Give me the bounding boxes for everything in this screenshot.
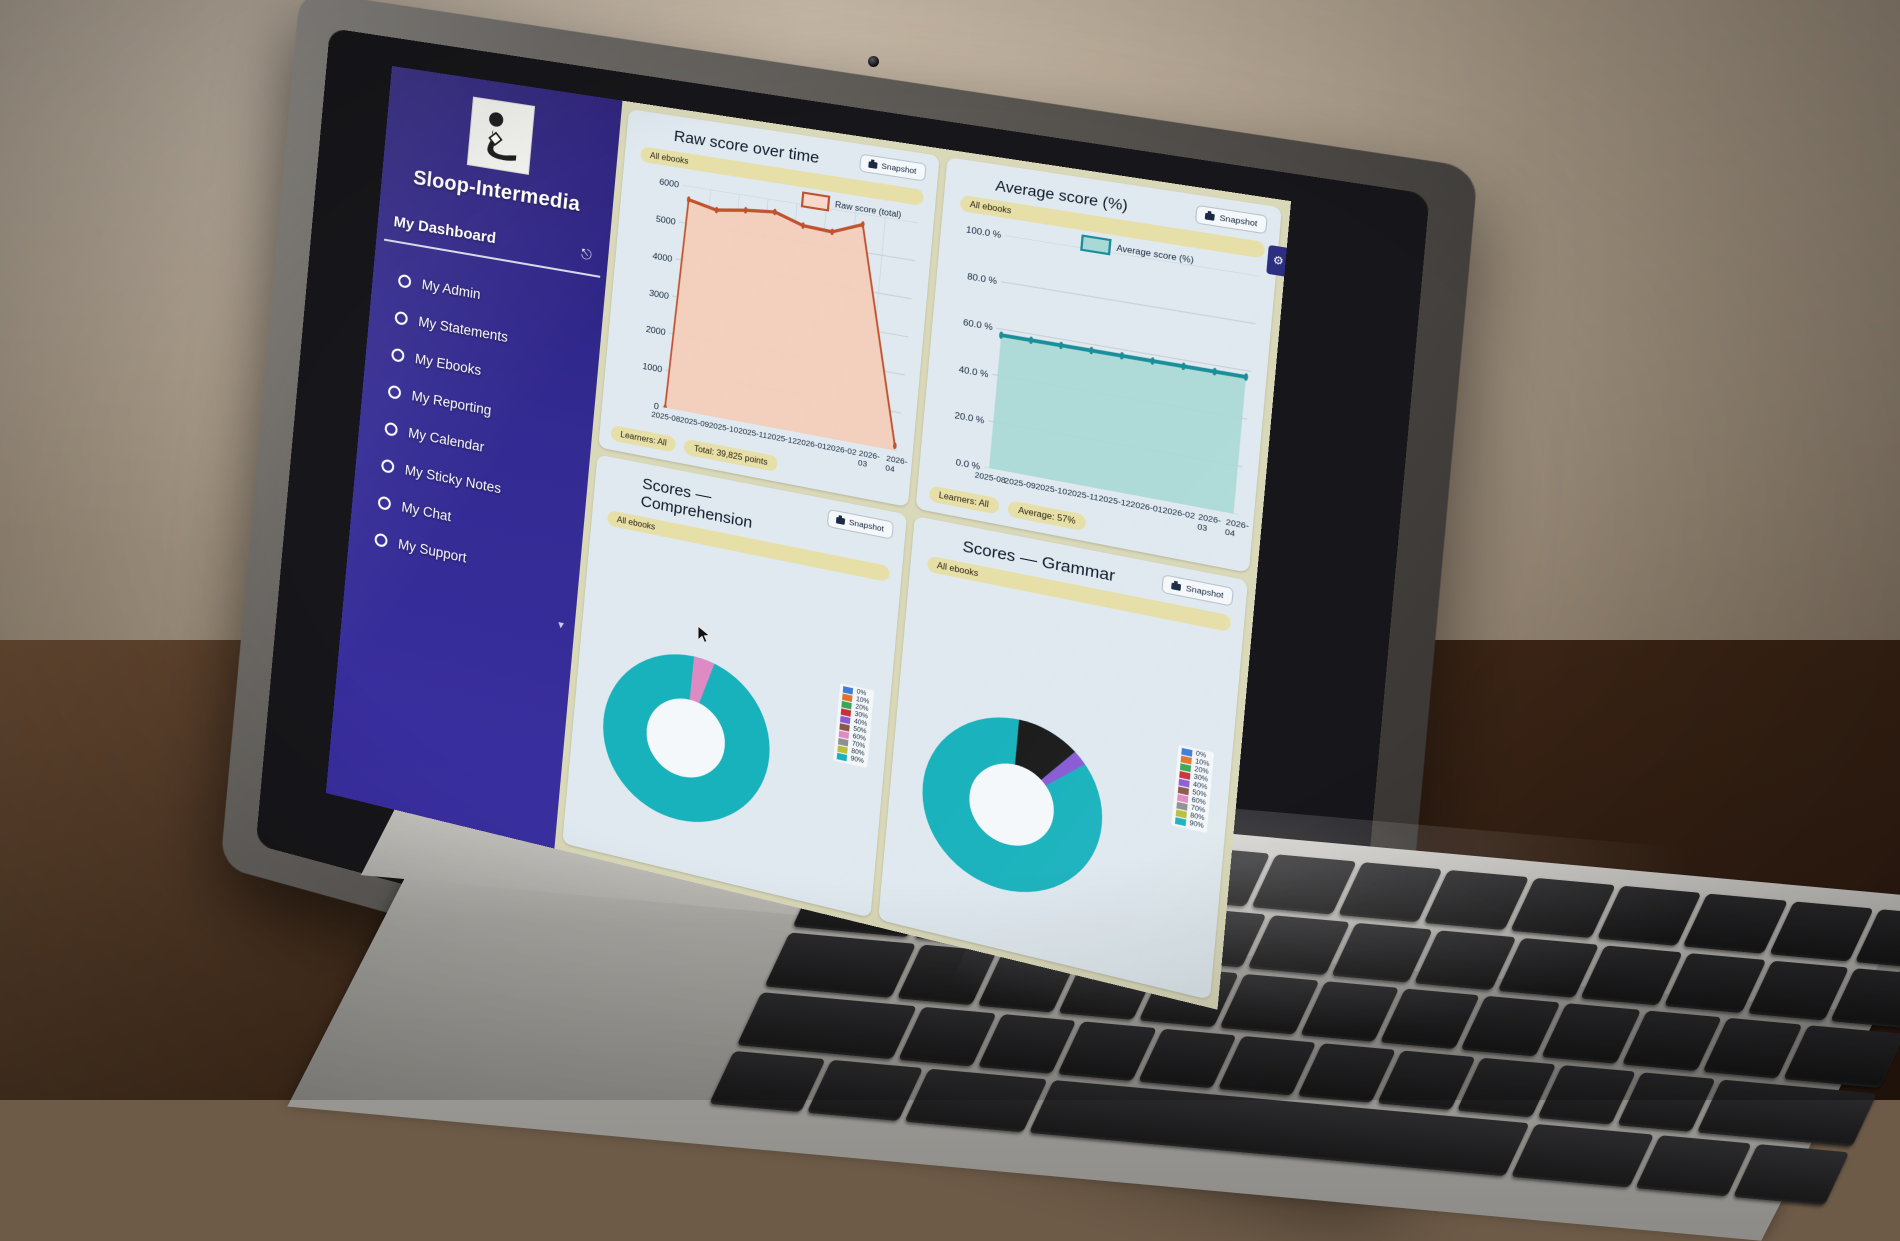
key[interactable]	[806, 1059, 924, 1122]
webcam-icon	[868, 56, 879, 67]
x-tick: 2026-01	[796, 436, 828, 452]
key[interactable]	[1682, 893, 1788, 954]
camera-icon	[835, 516, 845, 525]
circle-bullet-icon	[397, 273, 412, 289]
x-tick: 2026-02	[826, 442, 857, 458]
plot-average-score: Average score (%) 100.0 % 80.0 % 60.0 % …	[930, 212, 1264, 539]
x-tick: 2025-08	[650, 409, 681, 425]
key[interactable]	[764, 932, 917, 998]
snapshot-button[interactable]: Snapshot	[858, 153, 927, 182]
card-scores-grammar: Scores — Grammar Snapshot All ebooks	[877, 515, 1249, 1000]
snapshot-label: Snapshot	[881, 161, 917, 176]
snapshot-button[interactable]: Snapshot	[1161, 574, 1234, 607]
snapshot-button[interactable]: Snapshot	[826, 508, 894, 540]
key[interactable]	[903, 1068, 1048, 1133]
y-tick: 40.0 %	[958, 363, 990, 380]
y-tick: 100.0 %	[965, 223, 1002, 241]
key[interactable]	[1251, 854, 1357, 915]
y-tick: 3000	[648, 286, 670, 301]
sidebar-item-label: My Chat	[400, 499, 452, 525]
y-tick: 80.0 %	[966, 270, 998, 287]
camera-icon	[1205, 212, 1216, 221]
y-tick: 60.0 %	[962, 317, 994, 333]
snapshot-label: Snapshot	[848, 517, 885, 534]
x-tick: 2025-11	[1066, 487, 1099, 503]
laptop-device: Sloop-Intermedia My Dashboard ⎋ My Admin…	[0, 0, 1900, 1100]
sidebar-item-label: My Reporting	[410, 387, 493, 419]
collapse-icon[interactable]: ⎋	[580, 245, 593, 263]
card-scores-comprehension: Scores — Comprehension Snapshot All eboo…	[562, 454, 907, 918]
circle-bullet-icon	[377, 495, 392, 512]
card-average-score: Average score (%) Snapshot All ebooks Av…	[914, 156, 1282, 573]
laptop-screen: Sloop-Intermedia My Dashboard ⎋ My Admin…	[325, 66, 1292, 1010]
key[interactable]	[1732, 1143, 1850, 1206]
chevron-down-icon[interactable]: ▾	[557, 618, 565, 633]
dashboard-main: ⚙ Raw score over time Snapshot All ebook…	[554, 100, 1292, 1010]
y-tick: 5000	[655, 212, 677, 227]
snapshot-label: Snapshot	[1185, 583, 1225, 601]
y-tick: 20.0 %	[954, 409, 985, 426]
circle-bullet-icon	[390, 347, 405, 363]
snapshot-label: Snapshot	[1219, 212, 1258, 229]
x-tick: 2025-08	[974, 469, 1007, 486]
key[interactable]	[1510, 877, 1616, 939]
key[interactable]	[1782, 1025, 1900, 1088]
donut-legend-comprehension: 0% 10% 20% 30% 40% 50% 60% 70% 80% 90%	[833, 683, 874, 768]
donut-legend-grammar: 0% 10% 20% 30% 40% 50% 60% 70% 80% 90%	[1171, 745, 1215, 834]
plot-grammar-donut: 0% 10% 20% 30% 40% 50% 60% 70% 80% 90%	[891, 573, 1230, 987]
sidebar-item-label: My Ebooks	[414, 350, 482, 379]
y-tick: 6000	[658, 176, 680, 190]
sidebar: Sloop-Intermedia My Dashboard ⎋ My Admin…	[325, 66, 623, 849]
key[interactable]	[736, 991, 918, 1060]
camera-icon	[1171, 582, 1182, 591]
chart-canvas-raw-score	[662, 185, 918, 451]
donut-chart-grammar	[907, 631, 1118, 982]
sidebar-item-label: My Admin	[421, 276, 482, 303]
circle-bullet-icon	[384, 421, 399, 437]
x-tick: 2025-09	[1003, 475, 1037, 491]
x-tick: 2026-01	[1130, 498, 1164, 515]
sidebar-nav: My Admin My Statements My Ebooks My Repo…	[348, 257, 605, 600]
x-tick: 2026-04	[1224, 516, 1250, 539]
x-tick: 2025-10	[1035, 481, 1068, 497]
circle-bullet-icon	[380, 458, 395, 474]
x-tick: 2025-10	[708, 420, 739, 435]
sidebar-item-label: My Support	[397, 536, 468, 566]
circle-bullet-icon	[374, 532, 389, 549]
x-tick: 2025-12	[1098, 493, 1132, 509]
key[interactable]	[1510, 1123, 1655, 1188]
circle-bullet-icon	[394, 310, 409, 326]
key[interactable]	[1696, 1079, 1878, 1147]
mouse-pointer-icon	[697, 625, 711, 644]
y-tick: 4000	[652, 249, 673, 264]
snapshot-button[interactable]: Snapshot	[1195, 204, 1268, 235]
y-tick: 1000	[642, 360, 663, 375]
x-tick: 2025-09	[679, 414, 710, 430]
brand-title: Sloop-Intermedia	[412, 166, 581, 217]
x-tick: 2025-11	[737, 425, 768, 441]
key[interactable]	[1635, 1135, 1752, 1197]
sidebar-item-label: My Calendar	[407, 425, 485, 456]
x-tick: 2026-02	[1162, 504, 1196, 521]
person-reading-logo-icon	[466, 96, 536, 175]
plot-comprehension-donut: 0% 10% 20% 30% 40% 50% 60% 70% 80% 90%	[574, 526, 887, 905]
camera-icon	[868, 160, 878, 169]
donut-chart-comprehension	[589, 580, 784, 901]
circle-bullet-icon	[387, 384, 402, 400]
y-tick: 2000	[645, 323, 667, 338]
x-tick: 2025-12	[766, 431, 798, 447]
chart-canvas-average-score	[984, 235, 1260, 514]
x-tick: 2026-04	[884, 453, 908, 475]
card-raw-score-over-time: Raw score over time Snapshot All ebooks …	[598, 108, 940, 507]
sidebar-item-label: My Statements	[417, 313, 509, 346]
plot-raw-score: Raw score (total) 6000 5000 4000 3000 20…	[612, 163, 922, 475]
